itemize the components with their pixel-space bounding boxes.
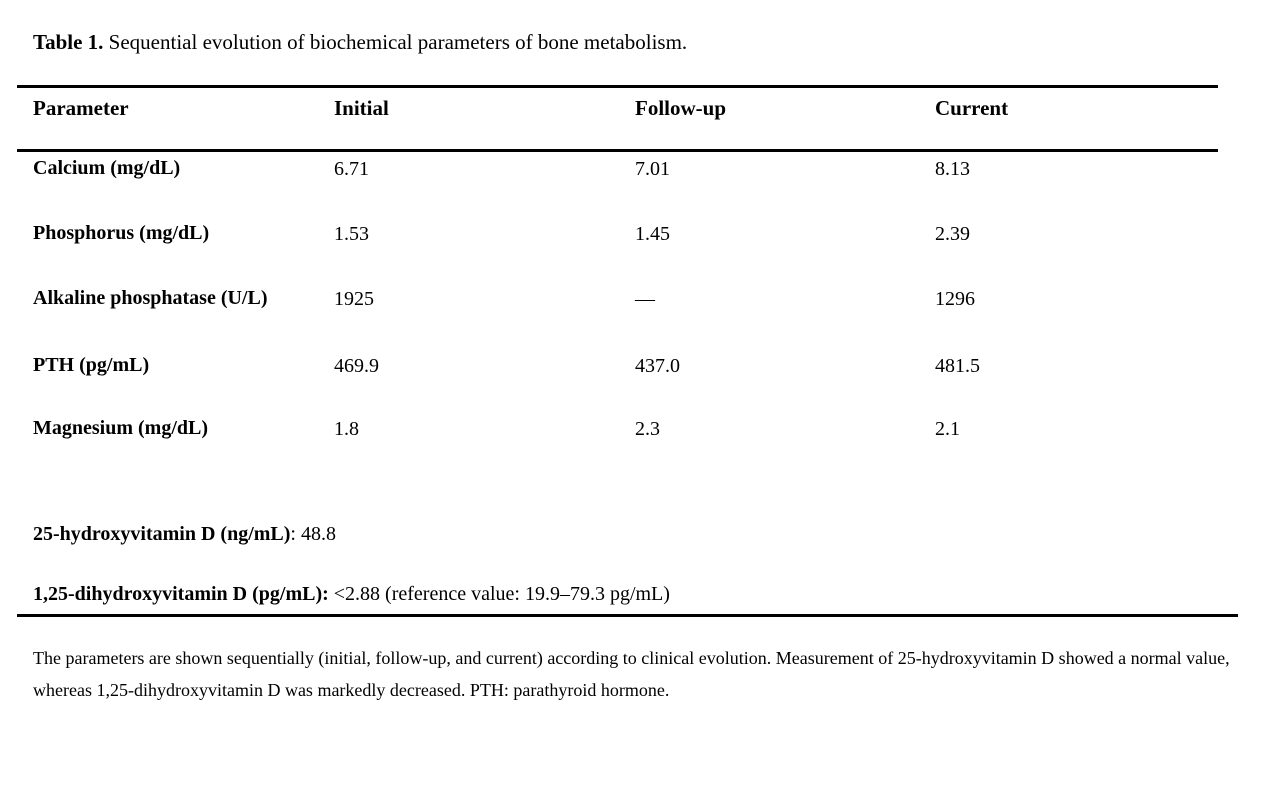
measurement-1-25-dihydroxyvitamin-d: 1,25-dihydroxyvitamin D (pg/mL): <2.88 (…	[33, 582, 1270, 606]
row-initial-value: 469.9	[334, 355, 379, 377]
row-current-value: 8.13	[935, 158, 970, 180]
table-header-row: Parameter Initial Follow-up Current	[17, 88, 1218, 149]
row-followup-value: —	[635, 288, 655, 310]
column-header-initial: Initial	[334, 96, 389, 120]
row-followup-value: 7.01	[635, 158, 670, 180]
column-header-current: Current	[935, 96, 1009, 120]
row-current-value: 1296	[935, 288, 975, 310]
measurement-value: : 48.8	[290, 523, 336, 545]
table-title-label: Table 1.	[33, 30, 104, 54]
row-current-value: 2.39	[935, 223, 970, 245]
column-header-parameter: Parameter	[33, 96, 129, 120]
row-parameter: PTH (pg/mL)	[33, 354, 150, 376]
row-followup-value: 2.3	[635, 418, 660, 440]
table-row-magnesium: Magnesium (mg/dL) 1.8 2.3 2.1	[17, 417, 1218, 444]
row-initial-value: 1925	[334, 288, 374, 310]
row-parameter: Phosphorus (mg/dL)	[33, 222, 210, 244]
table-body: Calcium (mg/dL) 6.71 7.01 8.13 Phosphoru…	[17, 157, 1218, 444]
column-header-follow-up: Follow-up	[635, 96, 727, 120]
measurement-25-hydroxyvitamin-d: 25-hydroxyvitamin D (ng/mL): 48.8	[33, 522, 1270, 546]
table-title: Table 1. Sequential evolution of biochem…	[0, 0, 1270, 56]
table-bottom-rule	[17, 614, 1238, 617]
table-row-calcium: Calcium (mg/dL) 6.71 7.01 8.13	[17, 157, 1218, 184]
row-parameter: Calcium (mg/dL)	[33, 157, 181, 179]
table-row-pth: PTH (pg/mL) 469.9 437.0 481.5	[17, 354, 1218, 381]
row-parameter: Alkaline phosphatase (U/L)	[33, 287, 268, 309]
table-title-text: Sequential evolution of biochemical para…	[103, 30, 688, 54]
row-parameter: Magnesium (mg/dL)	[33, 417, 208, 439]
row-initial-value: 1.53	[334, 223, 369, 245]
additional-measurements: 25-hydroxyvitamin D (ng/mL): 48.8 1,25-d…	[33, 522, 1270, 606]
table-footnote: The parameters are shown sequentially (i…	[33, 648, 1230, 700]
measurement-label: 1,25-dihydroxyvitamin D (pg/mL):	[33, 583, 329, 605]
row-current-value: 481.5	[935, 355, 980, 377]
row-followup-value: 1.45	[635, 223, 670, 245]
row-current-value: 2.1	[935, 418, 960, 440]
table-header-band: Parameter Initial Follow-up Current	[17, 85, 1218, 152]
table-row-alkaline-phosphatase: Alkaline phosphatase (U/L) 1925 — 1296	[17, 287, 1218, 314]
measurement-label: 25-hydroxyvitamin D (ng/mL)	[33, 523, 291, 545]
row-followup-value: 437.0	[635, 355, 680, 377]
row-initial-value: 6.71	[334, 158, 369, 180]
table-row-phosphorus: Phosphorus (mg/dL) 1.53 1.45 2.39	[17, 222, 1218, 249]
row-initial-value: 1.8	[334, 418, 359, 440]
measurement-value: <2.88 (reference value: 19.9–79.3 pg/mL)	[328, 583, 670, 605]
